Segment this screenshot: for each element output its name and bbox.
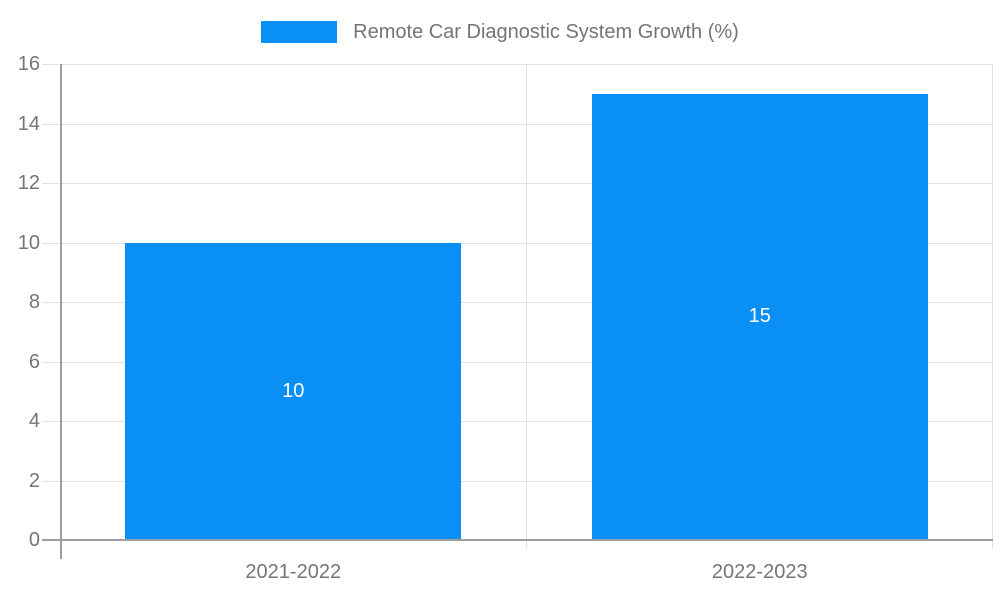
y-gridline (42, 183, 993, 184)
x-gridline (525, 64, 527, 549)
bar-2021-2022: 10 (125, 242, 462, 540)
bar-value-label: 10 (282, 379, 305, 402)
plot-area: 0 2 4 6 8 10 12 14 16 10 2021-2022 15 2022-2023 (18, 53, 993, 583)
y-gridline (42, 361, 993, 363)
y-tick-label: 6 (28, 350, 40, 373)
x-gridline (992, 64, 993, 549)
y-gridline (42, 123, 993, 125)
y-gridline (42, 421, 993, 422)
bar-value-label: 15 (748, 305, 771, 328)
x-tick-label: 2022-2023 (711, 561, 808, 583)
legend-swatch (261, 21, 338, 43)
chart-title: Remote Car Diagnostic System Growth (%) (353, 20, 739, 43)
y-gridline (42, 64, 993, 65)
y-axis-line (60, 64, 62, 559)
x-axis-baseline (42, 539, 993, 541)
y-gridline (42, 242, 993, 244)
y-tick-label: 8 (28, 291, 40, 313)
y-tick-label: 0 (28, 529, 40, 551)
y-tick-label: 12 (17, 172, 40, 194)
y-gridline (42, 480, 993, 482)
y-tick-label: 14 (17, 112, 40, 135)
y-tick-label: 10 (17, 231, 40, 254)
y-gridline (42, 302, 993, 303)
bar-2022-2023: 15 (591, 93, 928, 540)
y-tick-label: 2 (28, 469, 40, 492)
x-tick-label: 2021-2022 (245, 561, 342, 583)
chart-legend: Remote Car Diagnostic System Growth (%) (0, 20, 1000, 44)
y-tick-label: 16 (17, 53, 40, 75)
y-tick-label: 4 (28, 410, 40, 432)
